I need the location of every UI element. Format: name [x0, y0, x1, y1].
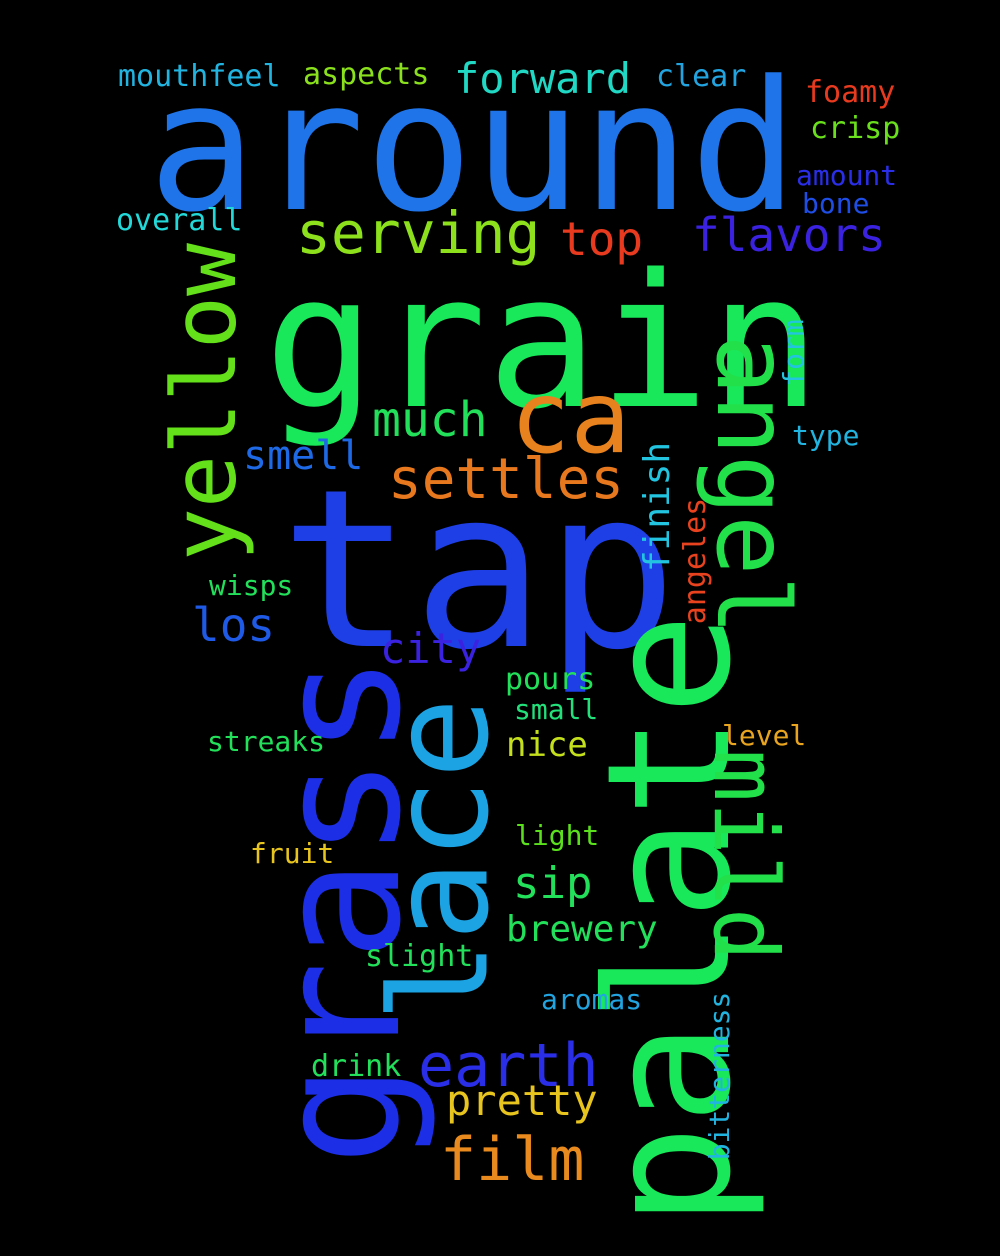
word-earth: earth — [418, 1031, 599, 1101]
word-yellow: yellow — [153, 243, 256, 561]
word-film: film — [440, 1125, 585, 1195]
word-form: form — [777, 319, 810, 387]
word-tap: tap — [280, 442, 678, 698]
word-serving: serving — [296, 199, 541, 267]
word-drink: drink — [311, 1049, 402, 1084]
word-foamy: foamy — [805, 75, 896, 110]
word-fruit: fruit — [250, 837, 335, 870]
word-streaks: streaks — [207, 725, 326, 758]
word-city: city — [380, 624, 482, 673]
word-type: type — [792, 419, 860, 452]
word-around: around — [148, 43, 799, 252]
word-clear: clear — [656, 59, 747, 94]
word-grain: grain — [264, 234, 821, 450]
word-angeles: angeles — [678, 497, 713, 625]
word-amount: amount — [796, 159, 898, 192]
word-aspects: aspects — [303, 57, 430, 92]
word-light: light — [515, 819, 600, 852]
word-mouthfeel: mouthfeel — [118, 59, 281, 94]
word-slight: slight — [365, 939, 474, 974]
word-small: small — [514, 693, 599, 726]
word-flavors: flavors — [692, 208, 886, 262]
word-settles: settles — [388, 447, 625, 512]
word-overall: overall — [116, 203, 243, 238]
word-mild: mild — [694, 749, 797, 961]
word-smell: smell — [243, 433, 364, 479]
word-finish: finish — [637, 441, 678, 573]
word-much: much — [372, 392, 488, 448]
word-bitterness: bitterness — [703, 991, 736, 1161]
word-pours: pours — [505, 662, 596, 697]
word-ca: ca — [510, 359, 631, 476]
word-bone: bone — [802, 187, 870, 220]
word-pretty: pretty — [446, 1076, 598, 1125]
word-forward: forward — [454, 54, 632, 103]
word-level: level — [722, 719, 807, 752]
word-wisps: wisps — [209, 569, 294, 602]
word-sip: sip — [513, 858, 593, 909]
word-aromas: aromas — [541, 983, 643, 1016]
word-nice: nice — [506, 725, 588, 765]
word-crisp: crisp — [810, 111, 901, 146]
word-los: los — [192, 598, 276, 652]
word-brewery: brewery — [506, 909, 658, 950]
word-top: top — [560, 212, 644, 266]
